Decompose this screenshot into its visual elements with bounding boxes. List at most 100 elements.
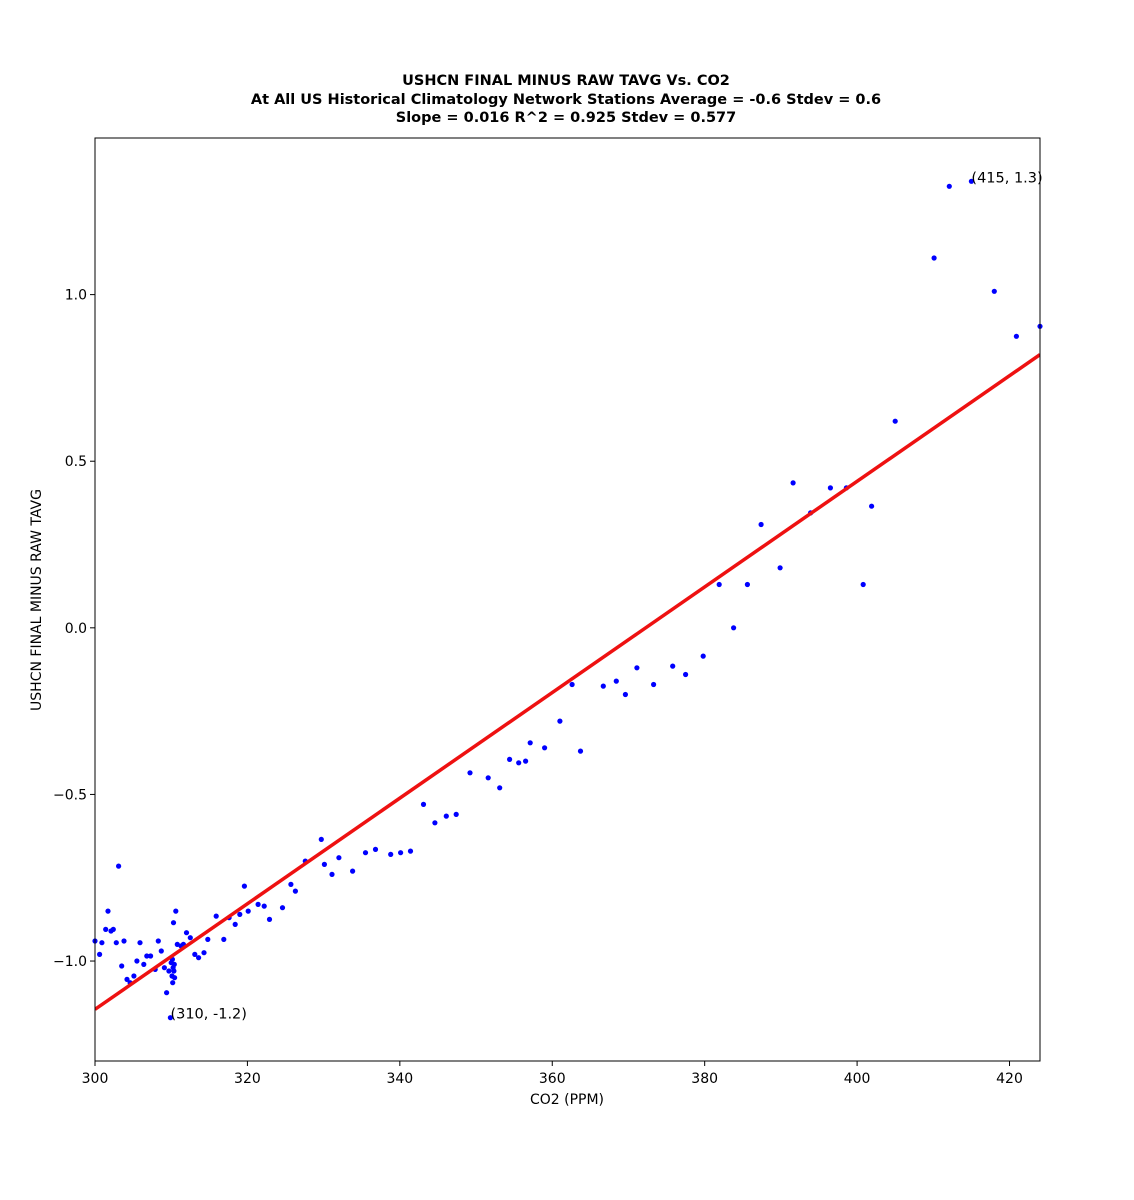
data-point [288, 881, 294, 888]
data-point [892, 418, 898, 424]
data-point [336, 855, 342, 861]
data-point [758, 521, 764, 528]
data-point [170, 980, 176, 986]
y-tick-label: 0.5 [65, 454, 87, 470]
data-point [443, 813, 449, 819]
data-point [166, 968, 172, 974]
point-annotation: (310, -1.2) [170, 1007, 247, 1023]
x-axis-label: CO2 (PPM) [530, 1092, 604, 1108]
data-point [670, 663, 676, 669]
data-point [968, 178, 975, 184]
data-point [453, 811, 459, 818]
data-point [527, 740, 533, 746]
chart-title-line-2: At All US Historical Climatology Network… [251, 92, 881, 108]
data-point [171, 968, 177, 974]
data-point [329, 871, 335, 878]
point-annotation: (415, 1.3) [971, 170, 1042, 186]
data-point [600, 683, 606, 689]
data-point [113, 940, 119, 946]
data-point [121, 938, 127, 944]
data-point [350, 868, 356, 874]
data-point [557, 718, 563, 724]
data-point [622, 691, 629, 698]
y-tick-label: −1.0 [53, 954, 87, 970]
data-point [398, 850, 404, 856]
data-point [173, 908, 179, 914]
chart-title: USHCN FINAL MINUS RAW TAVG Vs. CO2 At Al… [251, 73, 881, 126]
data-point [116, 863, 122, 869]
y-axis: −1.0 −0.5 0.0 0.5 1.0 [53, 288, 95, 970]
data-point [167, 1015, 173, 1021]
data-point [716, 581, 722, 588]
data-point [497, 785, 503, 791]
data-point [777, 565, 783, 571]
data-point [172, 975, 178, 981]
x-tick-label: 360 [539, 1071, 566, 1087]
data-point [542, 745, 548, 751]
y-tick-label: 1.0 [65, 288, 87, 304]
data-point [372, 846, 379, 853]
data-point [148, 953, 154, 959]
data-point [171, 961, 177, 968]
data-point [279, 905, 286, 911]
data-point [485, 775, 491, 781]
data-point [245, 908, 251, 914]
data-point [700, 653, 706, 659]
data-point [420, 801, 427, 808]
data-point [634, 665, 640, 671]
data-point [362, 850, 369, 856]
data-point [255, 901, 261, 908]
data-point [516, 760, 522, 766]
data-point [137, 940, 143, 946]
data-point [161, 965, 167, 971]
data-point [99, 940, 105, 946]
data-point [232, 921, 238, 928]
x-axis: 300 320 340 360 380 400 420 [82, 1061, 1023, 1087]
data-point [790, 480, 796, 486]
data-point [141, 961, 147, 968]
data-point [388, 851, 394, 858]
data-point [523, 758, 529, 764]
data-point [241, 883, 247, 889]
data-point [103, 926, 109, 933]
data-point [266, 916, 273, 923]
y-tick-label: −0.5 [53, 787, 87, 803]
data-point [1013, 333, 1020, 339]
plot-frame [94, 137, 1041, 1062]
regression-line [95, 353, 1040, 1011]
data-point [155, 938, 161, 944]
data-point [183, 930, 190, 936]
data-point [507, 756, 513, 763]
data-point [683, 671, 689, 678]
x-tick-label: 300 [82, 1071, 109, 1087]
x-tick-label: 380 [691, 1071, 718, 1087]
data-point [292, 888, 298, 894]
data-point [827, 485, 834, 491]
data-point [134, 958, 140, 964]
data-point [407, 848, 414, 854]
data-point [731, 625, 737, 631]
data-point [432, 820, 438, 826]
data-point [144, 953, 150, 959]
data-point [613, 678, 619, 684]
data-point [467, 770, 473, 776]
data-point [869, 503, 875, 509]
data-point [651, 681, 657, 688]
data-point [321, 861, 327, 868]
data-point [97, 951, 103, 958]
data-point [860, 581, 866, 588]
data-point [170, 920, 177, 926]
x-tick-label: 340 [386, 1071, 413, 1087]
data-point [192, 951, 198, 958]
data-point [131, 973, 137, 979]
data-point [187, 935, 193, 941]
data-point [158, 948, 164, 954]
data-point [931, 255, 937, 261]
chart-title-line-1: USHCN FINAL MINUS RAW TAVG Vs. CO2 [402, 73, 730, 89]
data-point [164, 990, 170, 996]
data-point [577, 748, 584, 754]
data-point [318, 836, 324, 843]
plot-area: (415, 1.3) (310, -1.2) [92, 170, 1043, 1023]
data-point [237, 911, 243, 918]
scatter-series [92, 178, 1043, 1021]
